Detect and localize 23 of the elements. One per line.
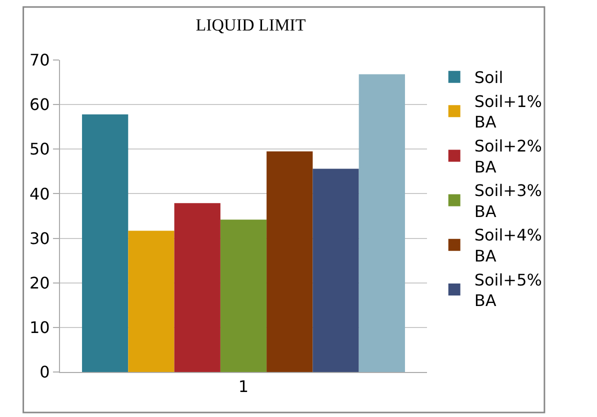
bar	[174, 203, 220, 372]
bar	[358, 74, 405, 372]
bar	[312, 168, 359, 372]
legend-label: Soil+2% BA	[474, 136, 542, 176]
legend-label: Soil+3% BA	[474, 181, 542, 221]
y-tick-label: 20	[29, 273, 50, 292]
y-tick-label: 50	[29, 140, 50, 159]
y-tick-label: 40	[29, 184, 50, 204]
x-tick-label: 1	[238, 377, 249, 396]
legend-label: Soil+1% BA	[474, 92, 542, 132]
legend-label: Soil	[474, 68, 504, 88]
legend-label: Soil+5% BA	[474, 270, 542, 310]
chart-title: LIQUID LIMIT	[196, 16, 306, 35]
y-tick-label: 60	[29, 95, 50, 114]
y-tick-label: 10	[29, 318, 50, 338]
y-tick-label: 30	[29, 228, 50, 248]
y-tick-label: 70	[29, 50, 50, 70]
bar	[82, 114, 128, 372]
y-tick-label: 0	[40, 362, 50, 382]
bar	[220, 220, 267, 372]
bar	[266, 151, 313, 372]
bar	[128, 230, 174, 372]
legend-label: Soil+4% BA	[474, 226, 542, 266]
